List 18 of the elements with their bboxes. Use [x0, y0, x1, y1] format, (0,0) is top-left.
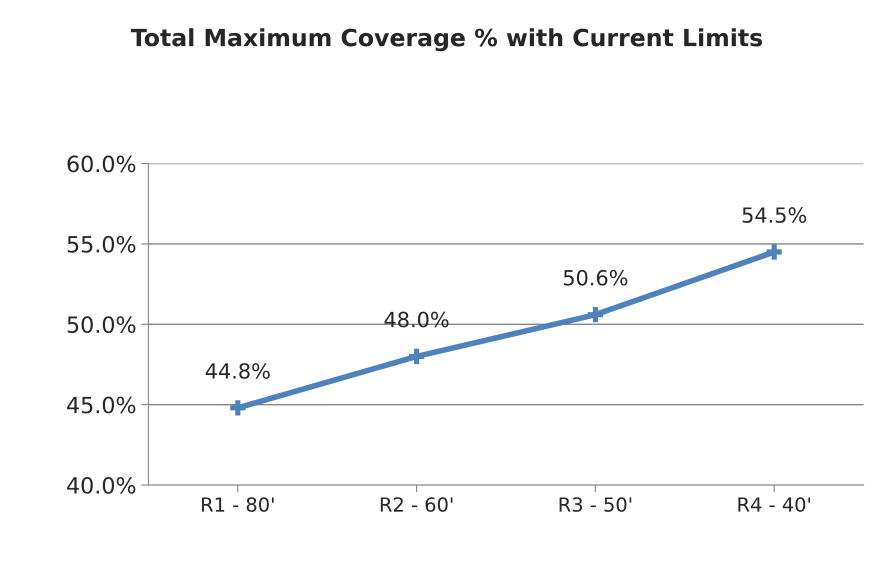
point [230, 400, 246, 416]
data-label: 50.6% [564, 270, 628, 286]
point [766, 244, 782, 260]
data-label: 54.5% [742, 207, 806, 223]
x-tick-label: R1 - 80' [202, 497, 274, 512]
y-tick-label: 40.0% [67, 476, 136, 494]
x-tick-label: R2 - 60' [380, 497, 452, 512]
data-label: 44.8% [206, 363, 270, 379]
y-tick-label: 50.0% [68, 316, 136, 334]
y-tick-label: 55.0% [68, 236, 136, 253]
x-tick-label: R4 - 40' [738, 497, 810, 512]
y-tick-label: 45.0% [67, 396, 136, 414]
chart-title: Total Maximum Coverage % with Current Limits [130, 28, 762, 52]
point [408, 348, 424, 364]
y-tick-label: 60.0% [68, 156, 136, 172]
data-label: 48.0% [384, 312, 449, 328]
point [588, 307, 604, 322]
x-tick-label: R3 - 50' [560, 497, 632, 512]
